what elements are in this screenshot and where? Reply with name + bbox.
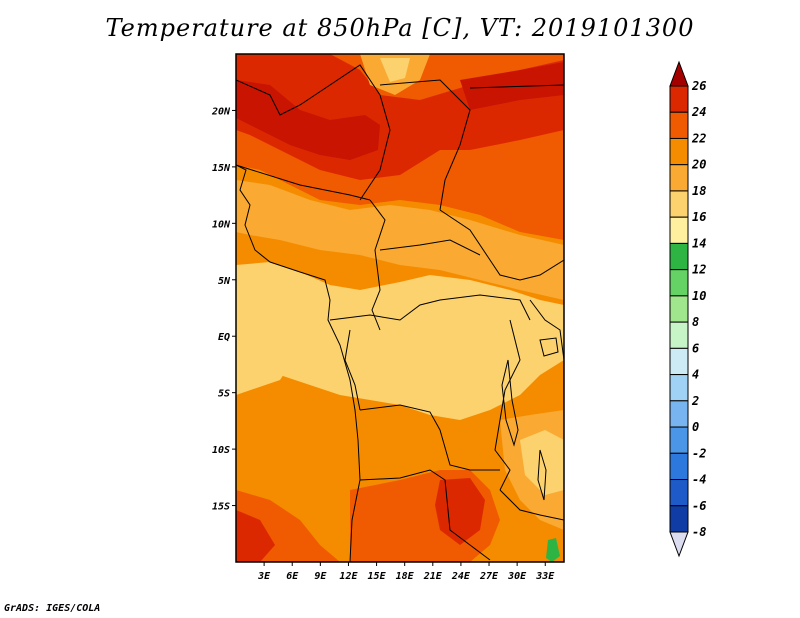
- colorbar-label: 20: [691, 158, 706, 172]
- colorbar-label: 8: [692, 315, 699, 329]
- border-angola: [359, 469, 491, 561]
- lake-malawi-outline: [537, 449, 547, 501]
- colorbar-swatch: [669, 190, 689, 218]
- colorbar-label: 6: [692, 341, 699, 355]
- colorbar-label: 16: [692, 210, 706, 224]
- field-sahel-18-20: [236, 180, 564, 300]
- lon-tick-label: 21E: [423, 571, 443, 582]
- colorbar-label: -4: [692, 473, 706, 487]
- coastline-west: [236, 164, 361, 562]
- border-drc-south: [359, 404, 500, 471]
- colorbar-swatch: [669, 452, 689, 481]
- lon-tick-label: 3E: [257, 571, 271, 582]
- lake-tanganyika-outline: [501, 359, 519, 447]
- lon-tick-label: 30E: [507, 571, 527, 582]
- lat-tick-label: 5S: [218, 389, 230, 400]
- field-equatorial-16-18: [236, 262, 564, 420]
- field-south-hot: [435, 478, 485, 545]
- colorbar-swatch: [669, 269, 689, 297]
- colorbar-label: 14: [692, 236, 706, 250]
- border-central-2: [439, 209, 564, 281]
- lat-tick-label: 10S: [212, 445, 230, 456]
- border-sahara-1: [236, 64, 391, 201]
- colorbar-swatch: [669, 374, 689, 402]
- lon-tick-label: 12E: [339, 571, 358, 582]
- colorbar-swatch: [669, 479, 689, 507]
- colorbar-swatch: [669, 111, 689, 139]
- lat-tick-label: 15S: [212, 502, 230, 513]
- border-central-3: [379, 239, 481, 256]
- lon-tick-label: 33E: [535, 571, 555, 582]
- border-central-1: [369, 199, 386, 331]
- colorbar-swatch: [669, 85, 689, 113]
- colorbar-label: 12: [692, 263, 706, 277]
- colorbar-label: -6: [692, 499, 706, 513]
- field-atlantic-16-18: [236, 310, 300, 395]
- colorbar-swatch: [669, 242, 689, 271]
- lon-tick-label: 6E: [286, 571, 299, 582]
- lon-tick-label: 18E: [396, 571, 415, 582]
- colorbar-swatch: [669, 216, 689, 244]
- map-frame: [235, 53, 565, 563]
- lake-victoria-outline: [539, 337, 559, 357]
- colorbar-swatch: [669, 164, 689, 192]
- field-southeast-16-18: [520, 430, 564, 495]
- lat-tick-label: 5N: [218, 276, 231, 287]
- border-east-africa: [529, 299, 564, 361]
- colorbar-swatch: [669, 321, 689, 349]
- colorbar-label: 10: [692, 289, 706, 303]
- colorbar-label: 24: [691, 105, 706, 119]
- lat-tick-label: EQ: [218, 332, 230, 343]
- grads-credit: GrADS: IGES/COLA: [4, 603, 101, 614]
- colorbar-label: 18: [692, 184, 706, 198]
- lon-tick-label: 9E: [314, 571, 327, 582]
- latitude-axis: 20N 15N 10N 5N EQ 5S 10S 15S: [211, 106, 236, 513]
- border-sahel: [236, 164, 371, 201]
- figure-title: Temperature at 850hPa [C], VT: 201910130…: [105, 14, 695, 42]
- border-sahara-3: [469, 84, 564, 89]
- colorbar-label: -8: [692, 525, 706, 539]
- field-green-spot: [546, 538, 560, 562]
- colorbar-label: 26: [691, 79, 706, 93]
- colorbar-top-arrow: [669, 60, 689, 87]
- colorbar-swatch: [669, 295, 689, 323]
- border-drc-east: [494, 319, 521, 491]
- colorbar-bottom-arrow: [669, 531, 689, 558]
- colorbar-label: 22: [691, 131, 706, 145]
- longitude-axis: 3E 6E 9E 12E 15E 18E 21E 24E 27E 30E 33E: [257, 562, 555, 582]
- colorbar-label: -2: [692, 446, 706, 460]
- colorbar-swatch: [669, 137, 689, 166]
- lon-tick-label: 15E: [368, 571, 387, 582]
- colorbar-swatch: [669, 347, 689, 376]
- field-north-cooler: [380, 58, 410, 82]
- lat-tick-label: 15N: [212, 163, 231, 174]
- colorbar-swatch: [669, 426, 689, 454]
- border-congo-west: [344, 329, 361, 411]
- colorbar-swatch: [669, 400, 689, 428]
- country-borders: [236, 64, 564, 562]
- border-southeast: [499, 489, 564, 521]
- field-southwest-hotter: [236, 510, 275, 562]
- border-sahara-2: [379, 79, 471, 211]
- lon-tick-label: 24E: [451, 571, 471, 582]
- colorbar-swatch: [669, 505, 689, 533]
- colorbar-label: 0: [692, 420, 699, 434]
- temperature-field: [236, 54, 564, 562]
- lat-tick-label: 20N: [211, 106, 231, 117]
- lon-tick-label: 27E: [479, 571, 499, 582]
- field-north-core-2: [460, 62, 564, 110]
- lat-tick-label: 10N: [212, 219, 231, 230]
- colorbar-label: 4: [692, 368, 699, 382]
- border-equator: [329, 294, 531, 321]
- colorbar-label: 2: [691, 394, 699, 408]
